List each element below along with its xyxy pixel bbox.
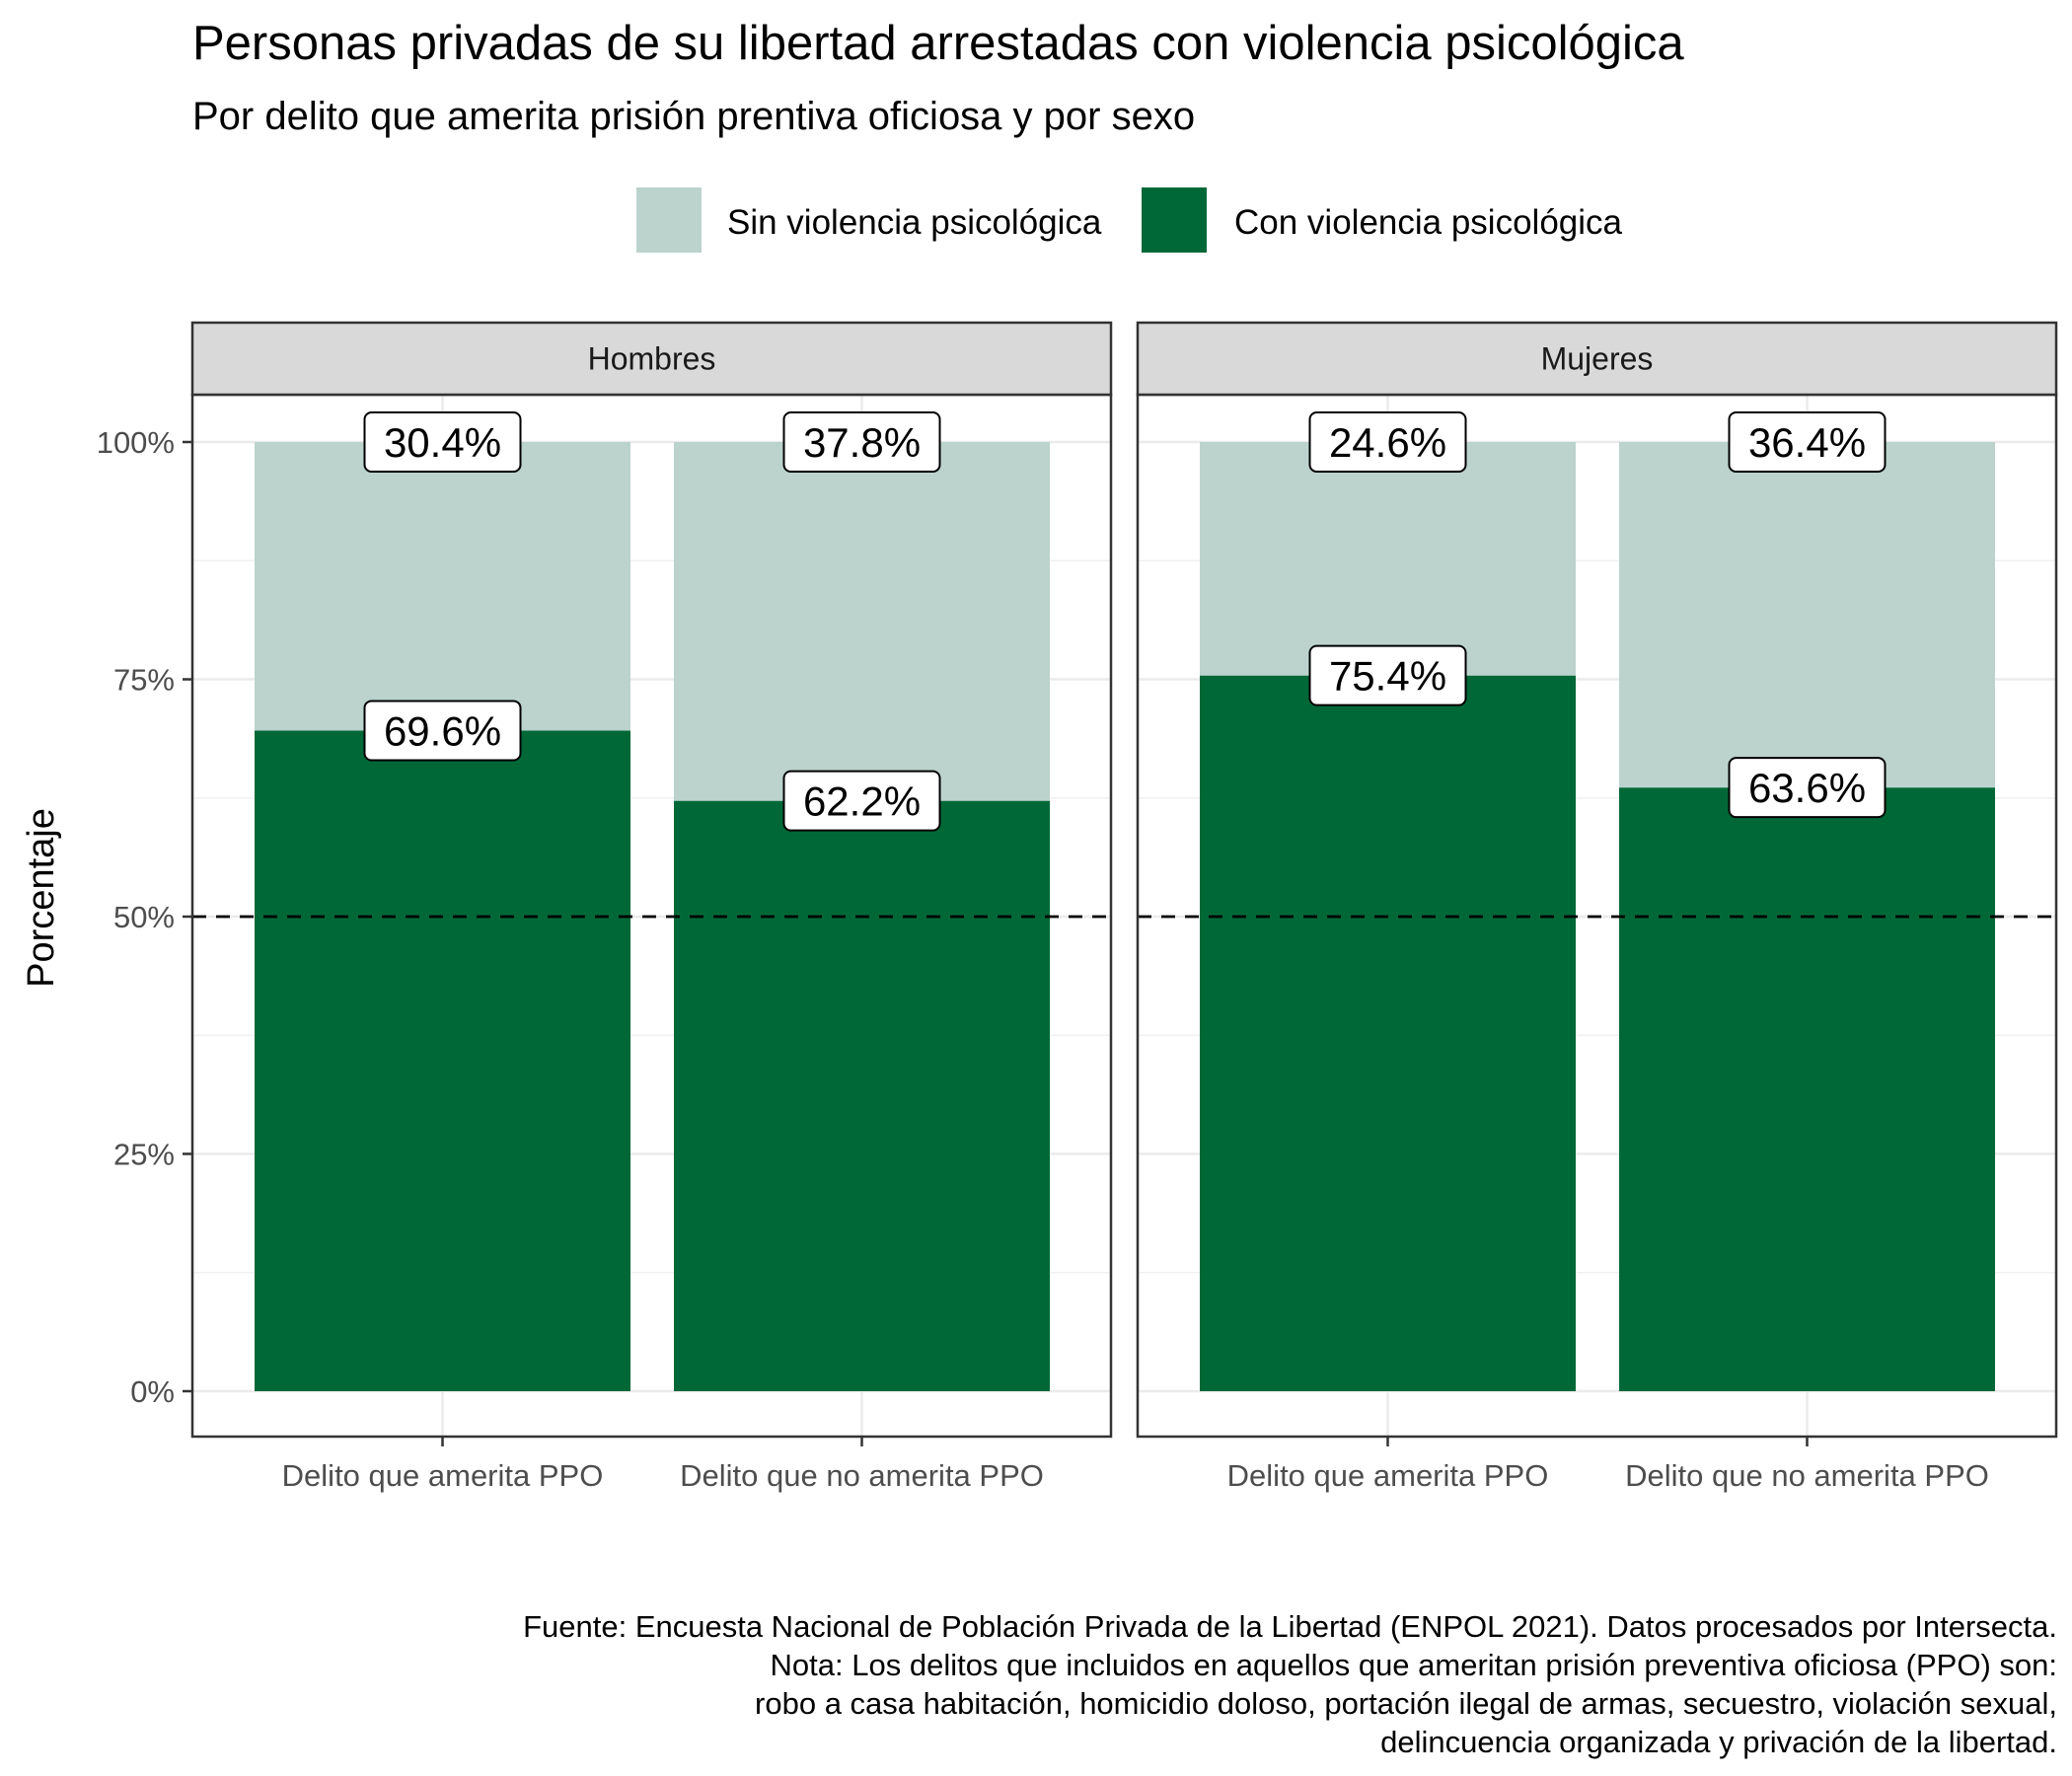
bar-hombres-delito-que-amerita-ppo-con-violencia-psicologica [255, 730, 630, 1391]
data-label: 30.4% [384, 419, 501, 466]
y-tick-label: 50% [113, 900, 175, 934]
y-tick-label: 25% [113, 1138, 175, 1172]
legend: Sin violencia psicológica Con violencia … [636, 187, 1623, 253]
bar-hombres-delito-que-amerita-ppo-sin-violencia-psicologica [255, 442, 630, 731]
facet-strip-label: Hombres [588, 341, 716, 377]
data-label-box [363, 411, 522, 473]
bar-mujeres-delito-que-no-amerita-ppo-sin-violencia-psicologica [1619, 442, 1995, 788]
x-tick-label: Delito que no amerita PPO [680, 1458, 1044, 1493]
legend-swatch-con [1142, 187, 1207, 253]
data-label-box [1308, 411, 1467, 473]
data-label-box [1308, 644, 1467, 706]
data-label: 24.6% [1329, 419, 1446, 466]
legend-label-con: Con violencia psicológica [1234, 203, 1623, 242]
y-tick-label: 100% [97, 425, 175, 460]
data-label: 63.6% [1748, 765, 1866, 811]
caption-line-1: Fuente: Encuesta Nacional de Población P… [523, 1609, 2057, 1644]
facet-strip [1136, 321, 2058, 397]
chart-subtitle: Por delito que amerita prisión prentiva … [192, 95, 1195, 138]
chart-title: Personas privadas de su libertad arresta… [192, 17, 1684, 70]
legend-label-sin: Sin violencia psicológica [727, 203, 1102, 242]
data-label-box [782, 411, 941, 473]
caption-line-2: Nota: Los delitos que incluidos en aquel… [771, 1648, 2057, 1682]
x-tick-label: Delito que amerita PPO [282, 1458, 604, 1493]
facet-panels: 69.6% 30.4% 62.2% 37.8% Hombres Delito que am… [97, 321, 2058, 1493]
data-label-box [363, 700, 522, 762]
x-tick-label: Delito que amerita PPO [1227, 1458, 1549, 1493]
data-label: 36.4% [1748, 419, 1866, 466]
y-axis-title: Porcentaje [21, 808, 62, 988]
data-label-box [1728, 757, 1887, 819]
caption-line-3: robo a casa habitación, homicidio doloso… [755, 1686, 2057, 1721]
facet-strip-label: Mujeres [1541, 341, 1654, 377]
data-label-box [1728, 411, 1887, 473]
bar-hombres-delito-que-no-amerita-ppo-sin-violencia-psicologica [674, 442, 1050, 801]
caption-line-4: delincuencia organizada y privación de l… [1380, 1725, 2057, 1759]
y-tick-label: 75% [113, 663, 175, 698]
data-label: 62.2% [803, 778, 921, 825]
y-tick-label: 0% [130, 1374, 175, 1409]
legend-swatch-sin [636, 187, 702, 253]
facet-mujeres: 75.4% 24.6% 63.6% 36.4% Mujeres Delito que am… [1136, 321, 2058, 1493]
bar-mujeres-delito-que-no-amerita-ppo-con-violencia-psicologica [1619, 787, 1995, 1391]
data-label: 69.6% [384, 707, 501, 754]
bar-mujeres-delito-que-amerita-ppo-con-violencia-psicologica [1200, 675, 1576, 1391]
data-label-box [782, 770, 941, 832]
x-tick-label: Delito que no amerita PPO [1625, 1458, 1989, 1493]
caption: Fuente: Encuesta Nacional de Población P… [523, 1609, 2057, 1759]
facet-strip [190, 321, 1113, 397]
bar-hombres-delito-que-no-amerita-ppo-con-violencia-psicologica [674, 800, 1050, 1391]
data-label: 75.4% [1329, 653, 1446, 700]
facet-hombres: 69.6% 30.4% 62.2% 37.8% Hombres Delito que am… [97, 321, 1113, 1493]
data-label: 37.8% [803, 419, 921, 466]
bar-mujeres-delito-que-amerita-ppo-sin-violencia-psicologica [1200, 442, 1576, 676]
